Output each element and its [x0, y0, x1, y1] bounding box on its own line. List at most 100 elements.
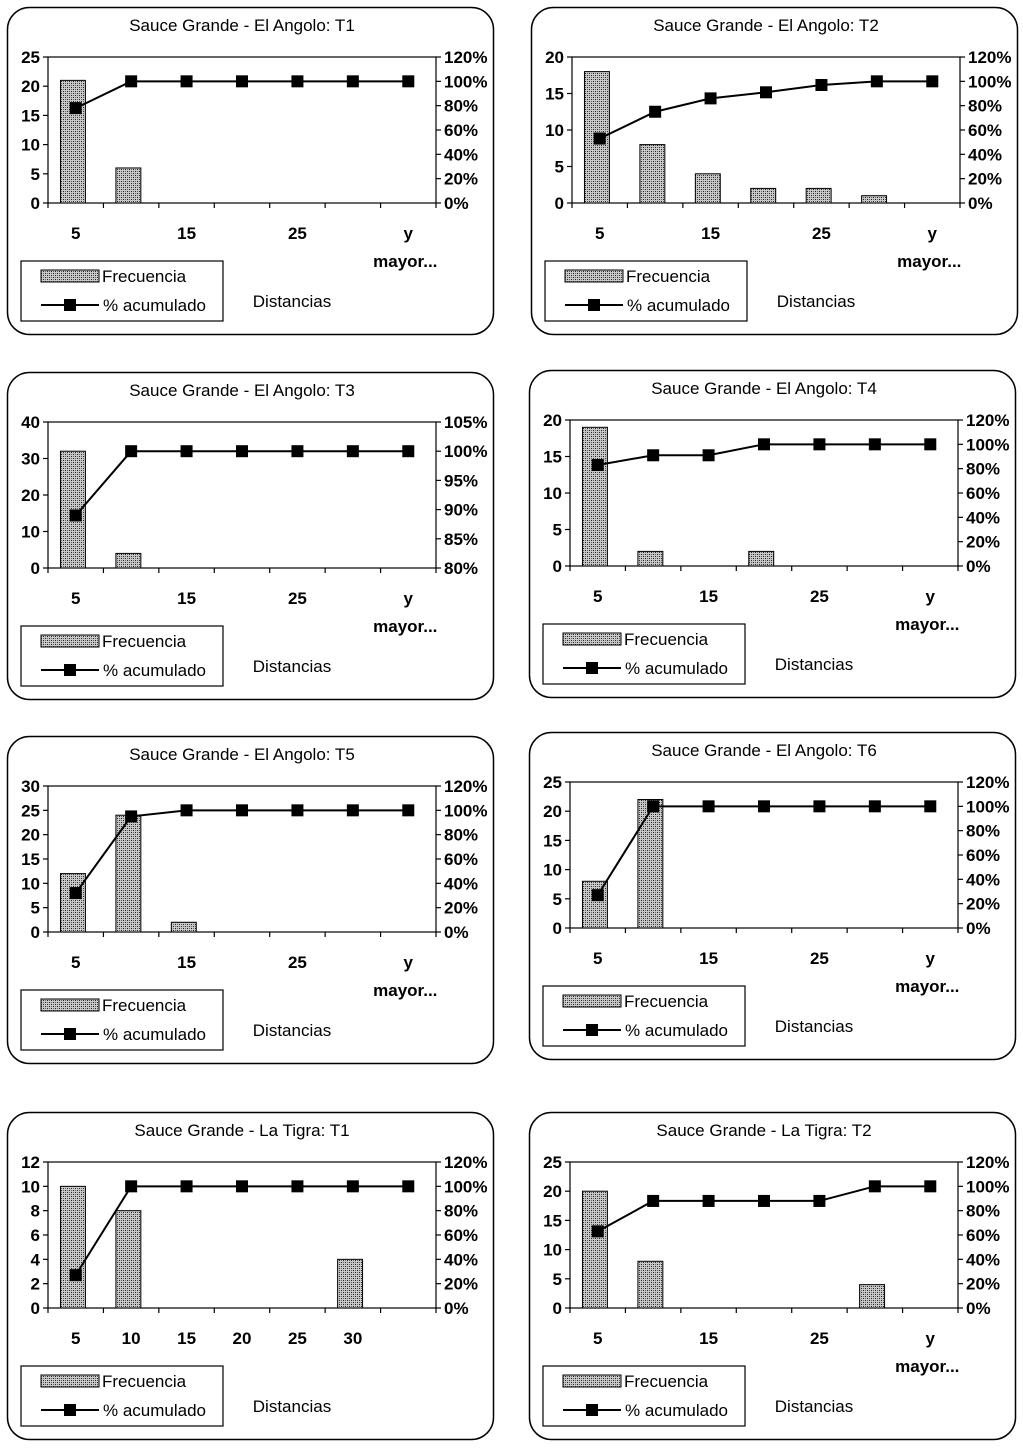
- chart-panel-1: Sauce Grande - El Angolo: T1 0 5 10 15 20 25 0%…: [6, 6, 495, 336]
- y-tick-label: 30: [21, 777, 40, 796]
- plot-area: [569, 1161, 959, 1309]
- x-tick-label: 25: [288, 224, 307, 243]
- bar-frecuencia: [639, 144, 666, 204]
- legend-bar-swatch: [562, 994, 622, 1008]
- x-tick-label: 5: [593, 1329, 602, 1348]
- bar-frecuencia: [59, 873, 86, 933]
- y2-tick-label: 120%: [966, 1153, 1009, 1172]
- legend-label-acumulado: % acumulado: [103, 296, 206, 315]
- chart-panel-5: Sauce Grande - El Angolo: T5 0 5 10 15 20 25 30…: [6, 735, 495, 1065]
- x-tick-label: 5: [593, 587, 602, 606]
- y2-tick-label: 85%: [444, 530, 478, 549]
- x-tick-label: 25: [288, 589, 307, 608]
- chart-panel-3: Sauce Grande - El Angolo: T3 0 10 20 30 40 80%…: [6, 371, 495, 701]
- y2-tick-label: 20%: [444, 1275, 478, 1294]
- point-acumulado: [758, 1194, 770, 1207]
- chart-title: Sauce Grande - El Angolo: T3: [129, 381, 355, 400]
- y2-tick-label: 120%: [444, 777, 487, 796]
- y2-tick-label: 80%: [444, 1202, 478, 1221]
- y-tick-label: 20: [21, 77, 40, 96]
- y-tick-label: 25: [21, 48, 40, 67]
- bar-frecuencia: [637, 1260, 664, 1309]
- y2-tick-label: 80%: [968, 97, 1002, 116]
- y-tick-label: 30: [21, 450, 40, 469]
- chart-panel-2: Sauce Grande - El Angolo: T2 0 5 10 15 20 0% 20…: [530, 6, 1019, 336]
- y-tick-label: 4: [31, 1250, 41, 1269]
- x-axis-title: Distancias: [775, 655, 853, 674]
- y2-tick-label: 0%: [966, 919, 991, 938]
- legend-label-frecuencia: Frecuencia: [624, 992, 709, 1011]
- y2-tick-label: 80%: [444, 826, 478, 845]
- y-tick-label: 20: [543, 802, 562, 821]
- y2-tick-label: 20%: [966, 1275, 1000, 1294]
- legend-marker-swatch: [64, 664, 76, 676]
- legend-bar-swatch: [40, 998, 100, 1012]
- bar-frecuencia: [581, 880, 608, 929]
- y-tick-label: 20: [21, 486, 40, 505]
- chart-panel-4: Sauce Grande - El Angolo: T4 0 5 10 15 20 0% 20…: [528, 369, 1017, 699]
- bar-frecuencia: [170, 921, 197, 933]
- y2-tick-label: 40%: [966, 508, 1000, 527]
- legend-marker-swatch: [64, 299, 76, 311]
- y2-tick-label: 100%: [444, 801, 487, 820]
- y2-tick-label: 40%: [966, 1250, 1000, 1269]
- y2-tick-label: 80%: [444, 559, 478, 578]
- point-acumulado: [180, 804, 193, 817]
- y-tick-label: 0: [553, 919, 562, 938]
- point-acumulado: [649, 105, 662, 118]
- y-tick-label: 15: [543, 448, 562, 467]
- y-tick-label: 0: [31, 1299, 40, 1318]
- x-tick-label: 10: [122, 1329, 141, 1348]
- y2-tick-label: 80%: [966, 460, 1000, 479]
- point-acumulado: [647, 1194, 660, 1207]
- y2-tick-label: 40%: [968, 145, 1002, 164]
- y2-tick-label: 95%: [444, 471, 478, 490]
- x-tick-label: y: [926, 1329, 936, 1348]
- point-acumulado: [180, 1180, 193, 1193]
- x-tick-label: 30: [343, 1329, 362, 1348]
- x-tick-label: mayor...: [373, 981, 437, 1000]
- y2-tick-label: 20%: [968, 170, 1002, 189]
- y2-tick-label: 120%: [966, 773, 1009, 792]
- x-tick-label: 5: [71, 1329, 80, 1348]
- x-tick-label: 15: [177, 1329, 196, 1348]
- y2-tick-label: 20%: [966, 895, 1000, 914]
- point-acumulado: [236, 75, 248, 88]
- y-tick-label: 5: [31, 899, 40, 918]
- y2-tick-label: 60%: [966, 484, 1000, 503]
- y-tick-label: 0: [553, 1299, 562, 1318]
- legend-bar-swatch: [562, 1374, 622, 1388]
- y2-tick-label: 60%: [966, 846, 1000, 865]
- x-tick-label: 25: [810, 587, 829, 606]
- point-acumulado: [704, 92, 717, 105]
- point-acumulado: [702, 1194, 715, 1207]
- x-axis-title: Distancias: [775, 1017, 853, 1036]
- point-acumulado: [868, 800, 881, 813]
- bar-frecuencia: [637, 799, 664, 929]
- legend: Frecuencia % acumulado: [542, 985, 746, 1047]
- y-tick-label: 25: [21, 801, 40, 820]
- legend: Frecuencia % acumulado: [20, 989, 224, 1051]
- y-tick-label: 15: [543, 831, 562, 850]
- chart-title: Sauce Grande - El Angolo: T2: [653, 16, 879, 35]
- x-axis-title: Distancias: [253, 1397, 331, 1416]
- y-tick-label: 15: [21, 850, 40, 869]
- bar-frecuencia: [115, 1210, 142, 1309]
- x-axis-title: Distancias: [777, 292, 855, 311]
- y-tick-label: 0: [555, 194, 564, 213]
- legend-label-acumulado: % acumulado: [625, 659, 728, 678]
- x-tick-label: mayor...: [895, 977, 959, 996]
- point-acumulado: [69, 887, 82, 900]
- legend-marker-swatch: [586, 1024, 598, 1036]
- x-tick-label: 20: [233, 1329, 252, 1348]
- x-axis-title: Distancias: [253, 1021, 331, 1040]
- y2-tick-label: 20%: [444, 170, 478, 189]
- point-acumulado: [870, 75, 883, 88]
- legend-label-acumulado: % acumulado: [103, 661, 206, 680]
- y2-tick-label: 100%: [444, 1177, 487, 1196]
- x-tick-label: y: [926, 949, 936, 968]
- legend-marker-swatch: [586, 662, 598, 674]
- legend-label-frecuencia: Frecuencia: [624, 1372, 709, 1391]
- point-acumulado: [346, 804, 359, 817]
